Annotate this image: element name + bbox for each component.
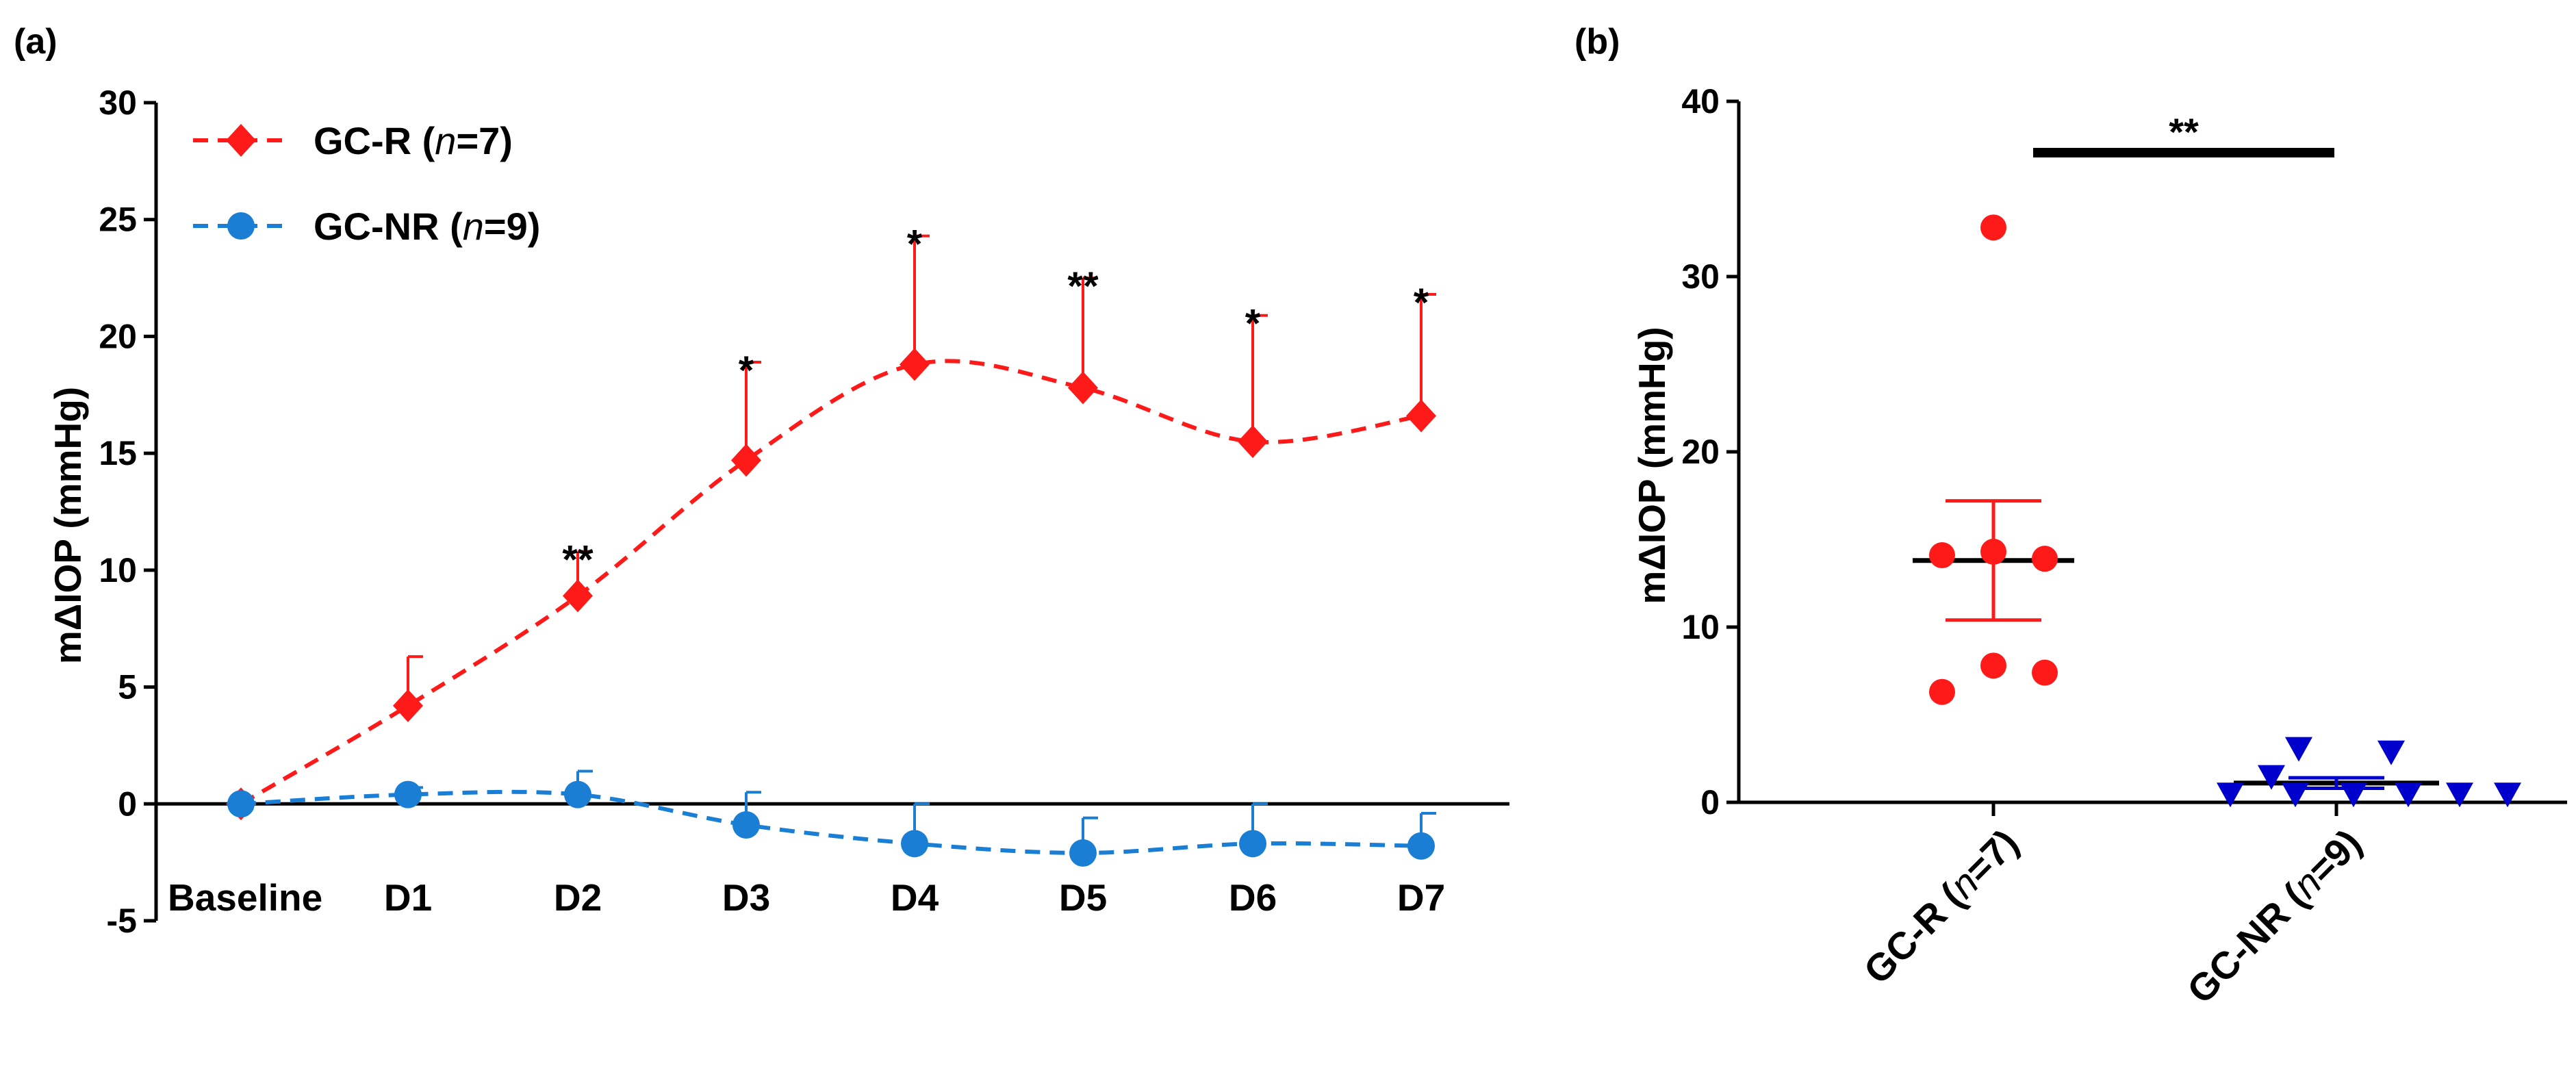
panel-a-legend-label-n: n [463,205,484,248]
panel-a-x-tick-label: D3 [722,876,770,919]
panel-a-significance-mark: ** [562,538,594,583]
panel-b-gc-nr-point [2285,737,2312,762]
panel-b-x-tick-label-prefix: GC-R ( [1855,876,1972,992]
panel-a-y-tick-label: 0 [118,785,137,823]
panel-a-gc-r-point [731,444,761,477]
panel-b-axes: 0 10 20 30 40 mΔIOP (mmHg) GC-R (n=7) GC-NR (n=… [1631,82,2567,1012]
panel-b-gc-nr-point [2340,782,2367,808]
panel-a-legend: GC-R (n=7)GC-NR (n=9) [193,119,540,248]
panel-a-series-line [240,359,1422,806]
panel-b-gc-r-point [2032,546,2058,572]
panel-a-legend-label: GC-NR (n=9) [314,205,540,248]
panel-b-gc-r-point [1980,652,2006,679]
panel-a-series: ******* * [226,222,1436,867]
panel-a-gc-nr-point [732,811,760,839]
panel-a-y-tick-label: -5 [107,902,137,940]
panel-a-y-tick-label: 15 [99,434,137,472]
panel-a-x-tick-label: D2 [554,876,602,919]
panel-b-gc-r-point [1929,542,1955,569]
panel-a-gc-r-point [1238,425,1268,459]
panel-b-x-tick-label: GC-NR (n=9) [2179,821,2370,1012]
panel-a-legend-marker [226,124,256,157]
panel-a-y-axis-label: mΔIOP (mmHg) [47,387,89,664]
panel-a-y-tick-label: 30 [99,84,137,122]
panel-a-gc-r-point [1068,371,1098,405]
panel-a-line-chart: (a) -5 0 5 10 15 20 25 30 Baseline D1 D2 D3 D4 D5 D6 D7… [14,22,1509,940]
panel-a-gc-nr-point [227,790,255,818]
panel-b-gc-nr-point [2282,782,2309,808]
panel-a-gc-nr-point [1239,830,1266,858]
panel-b-x-tick-label-prefix: GC-NR ( [2179,876,2315,1012]
panel-a-gc-r-point [1406,399,1436,433]
panel-a-axes: -5 0 5 10 15 20 25 30 Baseline D1 D2 D3 D4 D5 D6 D7 mΔIO… [47,84,1509,940]
panel-a-significance-mark: * [907,222,923,267]
panel-b-scatter-chart: (b) 0 10 20 30 40 mΔIOP (mmHg) GC-R (n=7) GC-NR… [1574,22,2567,1012]
panel-a-series-line [240,789,1422,855]
panel-a-y-tick-label: 25 [99,201,137,239]
panel-b-y-tick-label: 0 [1700,783,1720,821]
panel-b-y-axis-label: mΔIOP (mmHg) [1631,327,1673,604]
panel-a-x-tick-label: D6 [1229,876,1277,919]
panel-a-legend-label-suffix: =9) [484,205,541,248]
panel-b-gc-nr-point [2446,782,2473,808]
panel-a-y-tick-label: 10 [99,551,137,589]
panel-b-significance-mark: ** [2169,110,2199,153]
panel-a-x-tick-label: D7 [1397,876,1445,919]
panel-a-significance-mark: ** [1067,264,1099,309]
panel-a-gc-nr-point [901,830,928,858]
panel-a-legend-label-prefix: GC-R ( [314,119,435,162]
panel-b-gc-r-point [1980,214,2006,241]
panel-b-gc-nr-point [2377,740,2405,765]
panel-b-x-tick-label: GC-R (n=7) [1855,821,2026,992]
panel-b-gc-nr-point [2395,782,2422,808]
panel-b-y-tick-label: 10 [1681,608,1720,646]
panel-a-gc-nr-point [394,780,422,808]
panel-a-x-tick-label: D5 [1059,876,1107,919]
panel-a-gc-nr-point [1407,832,1435,860]
panel-a-legend-label-prefix: GC-NR ( [314,205,463,248]
panel-a-significance-mark: * [1414,281,1429,325]
panel-a-legend-label-n: n [435,119,456,162]
panel-b-y-tick-label: 30 [1681,257,1720,296]
panel-a-gc-r-point [563,579,593,613]
panel-a-x-tick-label: Baseline [168,876,322,919]
panel-b-label: (b) [1574,22,1620,62]
panel-b-gc-nr-point [2217,782,2244,808]
panel-b-y-tick-label: 20 [1681,433,1720,471]
panel-b-points [1913,214,2521,808]
panel-a-y-tick-label: 20 [99,317,137,355]
panel-a-gc-nr-point [564,780,591,808]
panel-a-significance-mark: * [1245,302,1261,346]
panel-b-y-tick-label: 40 [1681,82,1720,120]
panel-a-gc-nr-point [1069,839,1097,867]
panel-a-significance-mark: * [739,348,754,393]
panel-b-gc-nr-point [2494,782,2521,808]
panel-a-legend-label-suffix: =7) [456,119,513,162]
panel-b-gc-r-point [1980,538,2006,565]
panel-a-label: (a) [14,22,58,62]
panel-b-gc-r-point [1929,678,1955,705]
panel-b-gc-r-point [2032,659,2058,686]
panel-a-gc-r-point [393,689,423,722]
panel-a-y-tick-label: 5 [118,668,137,706]
panel-a-legend-label: GC-R (n=7) [314,119,513,162]
panel-a-gc-r-point [900,348,930,381]
panel-a-x-tick-label: D4 [891,876,939,919]
panel-a-x-tick-label: D1 [384,876,432,919]
panel-a-legend-marker [227,212,255,240]
panel-b-gc-nr-point [2258,765,2285,790]
